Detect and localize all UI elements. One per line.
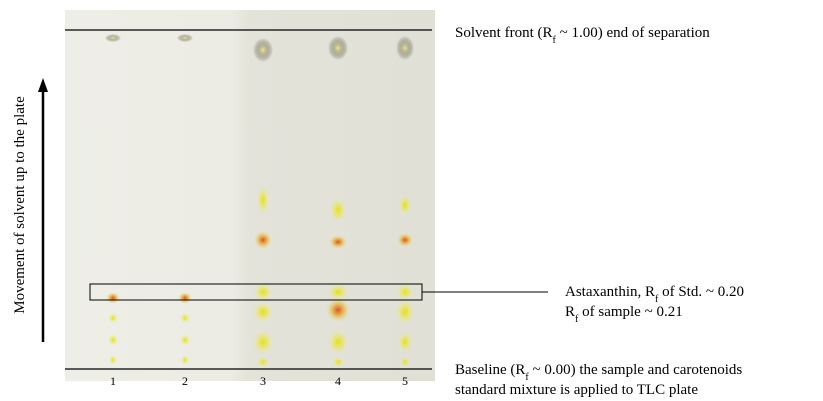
spots: [105, 34, 414, 367]
lane-label: 5: [402, 374, 408, 388]
spot: [254, 283, 272, 301]
spot: [254, 231, 272, 249]
spot: [400, 357, 410, 367]
spot: [399, 195, 411, 215]
tlc-plate: [65, 10, 435, 381]
spot: [328, 36, 348, 60]
spot: [108, 334, 118, 346]
spot: [329, 235, 347, 249]
spot: [396, 36, 414, 60]
arrow-head: [38, 78, 48, 92]
spot: [106, 292, 120, 304]
solvent-front-label: Solvent front (Rf ~ 1.00) end of separat…: [455, 25, 710, 46]
spot: [253, 38, 273, 62]
spot: [178, 292, 192, 304]
astaxanthin-label: Astaxanthin, Rf of Std. ~ 0.20: [565, 284, 744, 305]
spot: [181, 355, 189, 365]
spot: [180, 334, 190, 346]
spot: [328, 330, 348, 354]
lane-labels: 1 2 3 4 5: [110, 374, 408, 388]
lane-label: 1: [110, 374, 116, 388]
spot: [105, 34, 121, 42]
spot: [257, 357, 269, 367]
spot: [180, 313, 190, 323]
spot: [108, 313, 118, 323]
spot: [330, 198, 346, 222]
spot: [326, 298, 350, 322]
spot: [177, 34, 193, 42]
spot: [109, 355, 117, 365]
lane-label: 4: [335, 374, 341, 388]
sample-rf-label: Rf of sample ~ 0.21: [565, 304, 683, 325]
spot: [397, 284, 413, 300]
spot: [396, 300, 414, 324]
baseline-label: Baseline (Rf ~ 0.00) the sample and caro…: [455, 362, 742, 383]
spot: [253, 302, 273, 322]
lane-label: 3: [260, 374, 266, 388]
axis-label: Movement of solvent up to the plate: [12, 96, 28, 314]
lane-label: 2: [182, 374, 188, 388]
spot: [253, 330, 273, 354]
spot: [397, 233, 413, 247]
spot: [398, 332, 412, 352]
spot: [332, 357, 344, 367]
spot: [328, 284, 348, 300]
baseline-label-2: standard mixture is applied to TLC plate: [455, 382, 698, 398]
spot: [257, 186, 269, 214]
